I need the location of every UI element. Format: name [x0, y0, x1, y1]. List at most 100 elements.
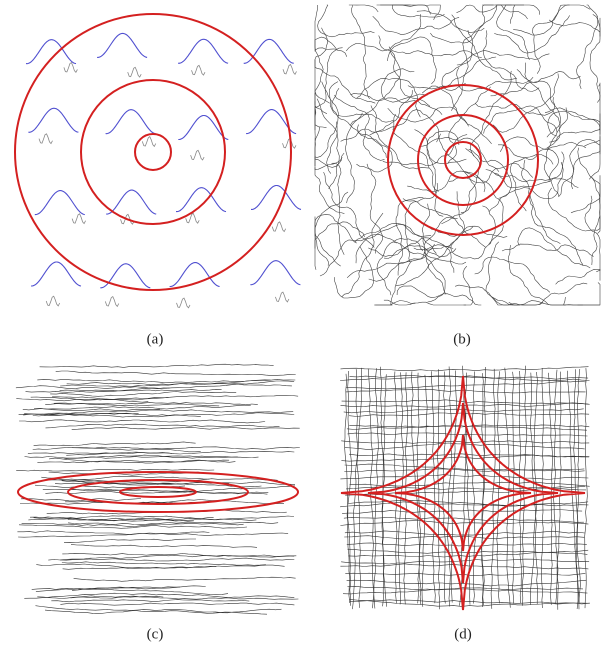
fiber [314, 36, 337, 105]
fiber [71, 446, 300, 450]
panel-c [15, 363, 300, 615]
fiber [372, 15, 460, 36]
fiber [494, 15, 570, 54]
fiber [342, 587, 584, 595]
wave [28, 107, 79, 133]
fiber [368, 245, 457, 257]
fiber [413, 191, 465, 251]
fiber [533, 371, 538, 605]
fiber [396, 285, 482, 306]
fiber [55, 370, 296, 376]
fiber [51, 599, 250, 603]
fiber [407, 56, 497, 90]
fiber [575, 368, 581, 610]
fiber [61, 478, 278, 483]
fiber [349, 375, 590, 382]
fiber [447, 366, 453, 607]
fiber [73, 576, 296, 582]
fiber [347, 585, 588, 594]
wave [31, 261, 82, 287]
fiber [67, 517, 194, 522]
fiber [493, 151, 565, 189]
fiber [490, 296, 583, 306]
fiber [20, 498, 142, 502]
fiber [31, 585, 206, 590]
fiber [416, 5, 498, 34]
fiber [383, 299, 467, 306]
fiber [387, 36, 437, 85]
squiggle [176, 297, 191, 309]
fiber [498, 141, 587, 160]
star-contour [340, 375, 586, 611]
fiber [532, 4, 570, 74]
star-contour [394, 434, 532, 552]
fiber [346, 243, 435, 279]
wave [243, 38, 294, 64]
fiber [392, 114, 439, 192]
fiber [63, 538, 196, 543]
fiber [59, 388, 222, 392]
fiber [314, 167, 345, 214]
fiber [508, 282, 588, 306]
wave [250, 260, 301, 286]
fiber [584, 368, 588, 609]
fiber [421, 203, 447, 295]
fiber [343, 516, 584, 523]
fiber [17, 530, 210, 535]
fiber [314, 221, 365, 270]
fiber [340, 366, 589, 372]
fiber [402, 198, 486, 248]
squiggle [191, 64, 206, 76]
fiber [529, 192, 584, 266]
fiber [450, 370, 457, 603]
fiber [483, 30, 540, 92]
fiber [350, 50, 401, 126]
fiber [340, 402, 589, 408]
fiber [33, 517, 214, 521]
fiber [555, 268, 601, 285]
fiber [456, 4, 540, 15]
fiber [407, 170, 486, 193]
fiber [314, 59, 376, 104]
fiber [469, 70, 512, 157]
fiber [366, 163, 383, 254]
circle [387, 84, 539, 236]
fiber [18, 412, 139, 415]
fiber [374, 260, 412, 306]
fiber [23, 409, 294, 416]
fiber [555, 371, 562, 604]
fiber [563, 297, 600, 306]
fiber [18, 532, 289, 538]
fiber [33, 408, 161, 411]
fiber [319, 233, 398, 277]
fiber [36, 563, 217, 569]
circle [80, 79, 226, 225]
fiber [71, 588, 229, 595]
fiber [323, 171, 375, 248]
fiber [53, 402, 258, 406]
fiber [340, 474, 589, 480]
fiber [395, 197, 424, 276]
fiber [530, 372, 536, 605]
fiber [22, 404, 251, 411]
fiber [548, 17, 601, 37]
fiber [378, 35, 431, 107]
fiber [513, 4, 591, 36]
fiber [321, 81, 339, 174]
ellipse [67, 479, 249, 505]
fiber [66, 451, 295, 456]
squiggle [282, 63, 297, 76]
fiber [380, 68, 428, 103]
wave [105, 109, 156, 135]
fiber [331, 88, 387, 158]
fiber [334, 246, 374, 299]
fiber [37, 595, 164, 599]
panel-a [14, 13, 302, 309]
fiber [70, 544, 258, 548]
squiggle [45, 295, 61, 307]
fiber [522, 365, 528, 606]
panel-d [340, 365, 590, 611]
wave [106, 189, 157, 215]
fiber [499, 136, 560, 183]
